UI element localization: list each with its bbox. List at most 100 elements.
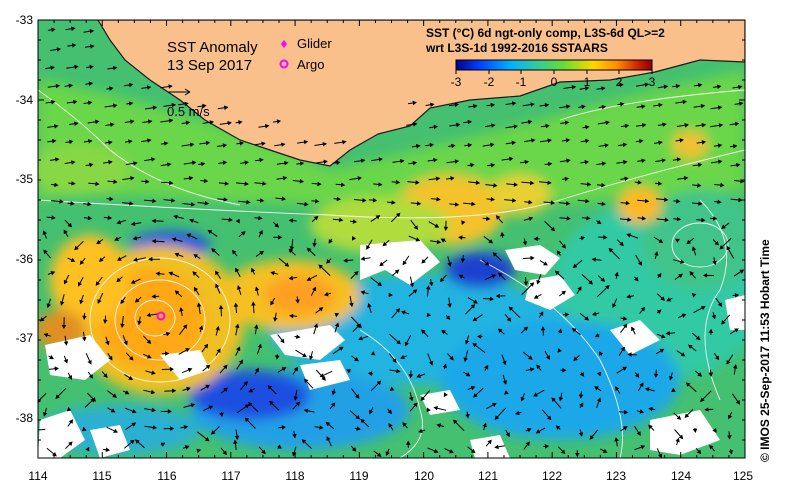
current-vector-head (634, 373, 640, 378)
current-vector-head (339, 217, 344, 223)
current-vector-head (160, 442, 166, 447)
current-vector-head (56, 47, 62, 52)
current-vector-head (315, 198, 320, 204)
current-vector-head (235, 267, 240, 273)
current-vector-head (663, 84, 669, 90)
current-vector-head (163, 141, 169, 146)
current-vector-head (721, 319, 726, 325)
current-vector-head (233, 302, 239, 307)
colorbar-tick: 3 (649, 75, 656, 89)
current-vector-head (151, 239, 156, 244)
current-vector-head (277, 444, 283, 449)
current-vector-head (492, 252, 498, 257)
current-vector-head (151, 218, 156, 224)
current-vector-head (626, 294, 631, 299)
imos-credit: © IMOS 25-Sep-2017 11:53 Hobart Time (758, 239, 772, 462)
y-tick-label: -38 (16, 411, 34, 425)
current-vector-head (494, 444, 499, 450)
y-tick-label: -34 (16, 93, 34, 107)
current-vector-head (641, 123, 647, 128)
current-vector-head (376, 452, 382, 457)
current-vector-head (355, 394, 360, 399)
current-vector-head (405, 440, 411, 445)
current-vector-head (487, 439, 492, 445)
current-vector-head (566, 158, 571, 164)
current-vector-head (133, 257, 138, 262)
current-vector-head (584, 86, 590, 91)
y-axis-labels: -33 -34 -35 -36 -37 -38 (16, 13, 34, 425)
current-vector-head (585, 125, 590, 130)
current-vector-head (216, 348, 221, 354)
current-vector-head (351, 236, 357, 241)
current-vector-head (85, 446, 90, 452)
current-vector-head (152, 425, 158, 430)
current-vector-head (420, 396, 426, 402)
current-vector-head (67, 375, 73, 380)
current-vector-head (684, 413, 690, 418)
current-vector-head (42, 411, 48, 417)
current-vector-head (273, 317, 278, 322)
current-vector-head (601, 104, 607, 110)
current-vector-head (39, 317, 45, 322)
current-vector-head (734, 328, 739, 333)
current-vector-head (240, 231, 246, 236)
current-vector-head (712, 260, 717, 266)
current-vector-head (452, 419, 458, 425)
current-vector-head (215, 283, 220, 289)
current-vector-head (376, 380, 382, 386)
current-vector-head (658, 238, 664, 244)
current-vector-head (358, 336, 363, 341)
current-vector-head (95, 281, 100, 286)
current-vector-head (530, 255, 535, 261)
current-vector-head (183, 424, 189, 430)
current-vector-head (244, 404, 250, 409)
current-vector-head (113, 428, 118, 433)
current-vector-head (400, 310, 406, 315)
current-vector-head (619, 102, 625, 107)
current-vector-head (639, 382, 644, 388)
current-vector-head (664, 197, 669, 202)
current-vector-head (280, 142, 286, 147)
current-vector-head (68, 441, 73, 447)
current-vector-head (81, 426, 87, 432)
current-vector-head (627, 352, 632, 357)
current-vector-head (338, 346, 344, 351)
current-vector-head (123, 340, 128, 346)
current-vector-head (189, 142, 195, 148)
current-vector-head (701, 140, 707, 145)
current-vector-head (482, 422, 487, 428)
current-vector-head (533, 294, 539, 299)
current-vector-head (421, 329, 426, 335)
current-vector-head (475, 180, 481, 185)
x-tick-label: 125 (733, 469, 753, 483)
current-vector-head (69, 139, 74, 145)
colorbar-tick: -3 (451, 75, 462, 89)
current-vector-head (321, 376, 326, 381)
current-vector-head (686, 239, 692, 245)
current-vector-head (734, 293, 740, 298)
current-vector-head (184, 445, 190, 450)
current-vector-head (146, 85, 152, 90)
current-vector-head (204, 437, 210, 442)
current-vector-head (732, 144, 738, 149)
current-vector-head (387, 409, 392, 415)
current-vector-head (251, 267, 256, 273)
current-vector-head (43, 249, 48, 255)
current-vector-head (550, 200, 556, 205)
current-vector-head (227, 120, 232, 126)
current-vector-head (527, 355, 533, 360)
current-vector-head (490, 197, 496, 202)
x-tick-label: 117 (221, 469, 240, 483)
argo-legend: Argo (279, 57, 324, 72)
current-vector-head (168, 84, 173, 89)
current-vector-head (660, 296, 665, 301)
current-vector-head (657, 181, 663, 186)
current-vector-head (502, 380, 508, 385)
current-vector-head (580, 235, 586, 241)
current-vector-head (625, 200, 631, 206)
current-vector-head (704, 407, 709, 412)
current-vector-head (90, 398, 95, 403)
current-vector-head (717, 302, 723, 307)
current-vector-head (370, 351, 376, 356)
current-vector-head (304, 201, 309, 207)
